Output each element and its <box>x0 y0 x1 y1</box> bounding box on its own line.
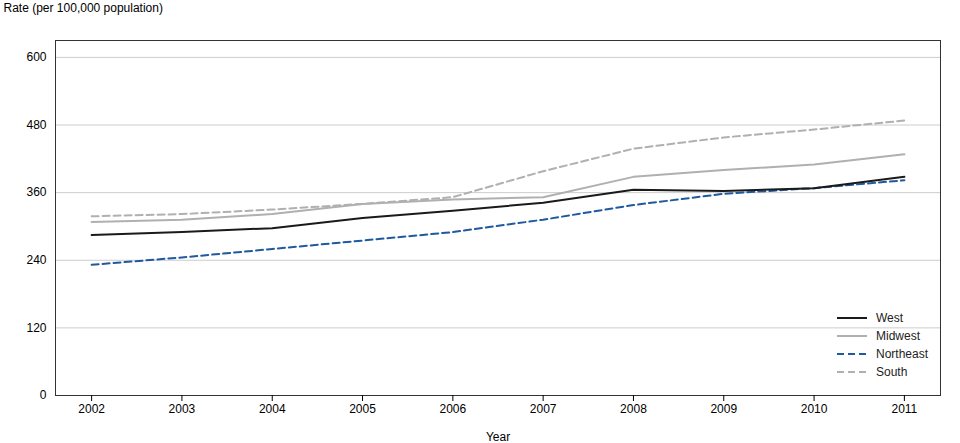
svg-text:Rate (per 100,000 population): Rate (per 100,000 population) <box>4 1 163 15</box>
svg-text:2011: 2011 <box>891 402 917 416</box>
svg-text:600: 600 <box>26 50 46 64</box>
html-text:South: South <box>876 365 908 379</box>
svg-text:2007: 2007 <box>530 402 557 416</box>
svg-text:Year: Year <box>486 430 510 443</box>
svg-text:480: 480 <box>26 118 46 132</box>
html-text:Northeast: Northeast <box>876 347 928 361</box>
svg-text:2006: 2006 <box>439 402 466 416</box>
svg-text:240: 240 <box>26 253 46 267</box>
svg-text:360: 360 <box>26 185 46 199</box>
html-text:Midwest: Midwest <box>876 329 920 343</box>
svg-text:2004: 2004 <box>259 402 286 416</box>
svg-text:2010: 2010 <box>801 402 828 416</box>
svg-text:0: 0 <box>40 388 47 402</box>
html-text:West: West <box>876 311 904 325</box>
svg-text:2003: 2003 <box>169 402 196 416</box>
svg-text:2009: 2009 <box>710 402 737 416</box>
svg-text:2005: 2005 <box>349 402 376 416</box>
svg-text:2008: 2008 <box>620 402 647 416</box>
svg-text:120: 120 <box>26 321 46 335</box>
svg-text:2002: 2002 <box>78 402 105 416</box>
